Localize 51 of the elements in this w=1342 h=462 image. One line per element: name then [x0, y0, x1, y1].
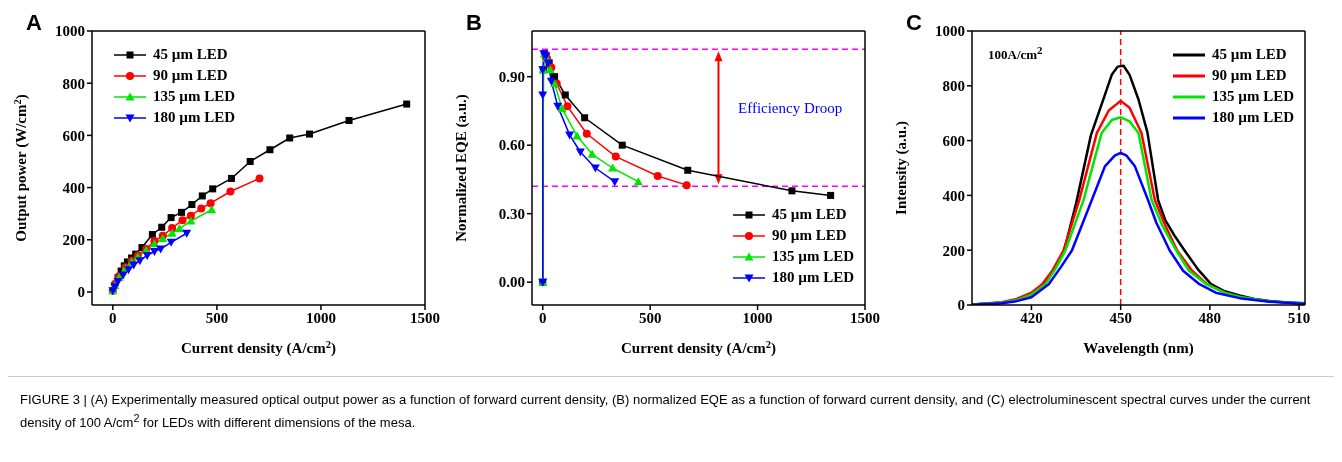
- x-tick-label: 0: [109, 309, 117, 326]
- x-axis-title: Current density (A/cm$^{2}$): [621, 338, 776, 357]
- legend-label: 90 µm LED: [1212, 67, 1287, 84]
- x-tick-label: 500: [638, 309, 662, 326]
- y-tick-label: 0: [77, 284, 85, 301]
- y-tick-label: 600: [62, 127, 85, 144]
- x-tick-label: 1000: [742, 309, 773, 326]
- y-tick-label: 0.90: [498, 68, 525, 85]
- legend-label: 135 µm LED: [1212, 88, 1294, 105]
- annotation: 100A/cm$^{2}$: [988, 44, 1043, 64]
- chart-title: C: [906, 10, 922, 36]
- y-axis-title: Normalized EQE (a.u.): [453, 94, 470, 242]
- chart-title: A: [26, 10, 42, 36]
- y-tick-label: 200: [62, 232, 85, 249]
- y-tick-label: 0: [957, 297, 965, 314]
- y-tick-label: 400: [62, 179, 85, 196]
- x-tick-label: 420: [1020, 309, 1043, 326]
- x-axis-title: Wavelength (nm): [1083, 340, 1194, 357]
- caption: FIGURE 3 | (A) Experimentally measured optical output power as a function of forward current density, (B) normalized EQE as a function of forward current density, and (C) electroluminescent spectral curves under the current density of 100 A/cm$^{2}$ for LEDs with different dimensions of the mesa.: [8, 376, 1334, 433]
- legend-label: 135 µm LED: [153, 88, 235, 105]
- legend-label: 180 µm LED: [153, 109, 235, 126]
- y-tick-label: 0.30: [498, 205, 525, 222]
- y-tick-label: 400: [942, 187, 965, 204]
- y-tick-label: 200: [942, 242, 965, 259]
- y-tick-label: 0.60: [498, 137, 525, 154]
- annotation: Efficiency Droop: [738, 100, 843, 117]
- legend-label: 45 µm LED: [153, 46, 228, 63]
- legend-label: 180 µm LED: [772, 269, 854, 286]
- x-tick-label: 1000: [305, 309, 336, 326]
- x-tick-label: 510: [1287, 309, 1311, 326]
- x-tick-label: 450: [1109, 309, 1132, 326]
- x-tick-label: 480: [1198, 309, 1222, 326]
- y-axis-title: Intensity (a.u.): [893, 121, 910, 215]
- y-tick-label: 0.00: [498, 274, 525, 291]
- chart-title: B: [466, 10, 482, 36]
- y-tick-label: 800: [942, 78, 965, 95]
- x-tick-label: 1500: [850, 309, 880, 326]
- x-tick-label: 1500: [410, 309, 440, 326]
- y-tick-label: 1000: [55, 23, 85, 40]
- x-tick-label: 0: [538, 309, 547, 326]
- x-tick-label: 500: [205, 309, 229, 326]
- legend-label: 45 µm LED: [1212, 46, 1287, 63]
- legend-label: 90 µm LED: [153, 67, 228, 84]
- legend-label: 90 µm LED: [772, 227, 847, 244]
- legend-label: 180 µm LED: [1212, 109, 1294, 126]
- legend-label: 45 µm LED: [772, 206, 847, 223]
- y-tick-label: 1000: [935, 23, 965, 40]
- y-tick-label: 800: [62, 75, 85, 92]
- y-tick-label: 600: [942, 132, 965, 149]
- x-axis-title: Current density (A/cm$^{2}$): [181, 338, 336, 357]
- legend-label: 135 µm LED: [772, 248, 854, 265]
